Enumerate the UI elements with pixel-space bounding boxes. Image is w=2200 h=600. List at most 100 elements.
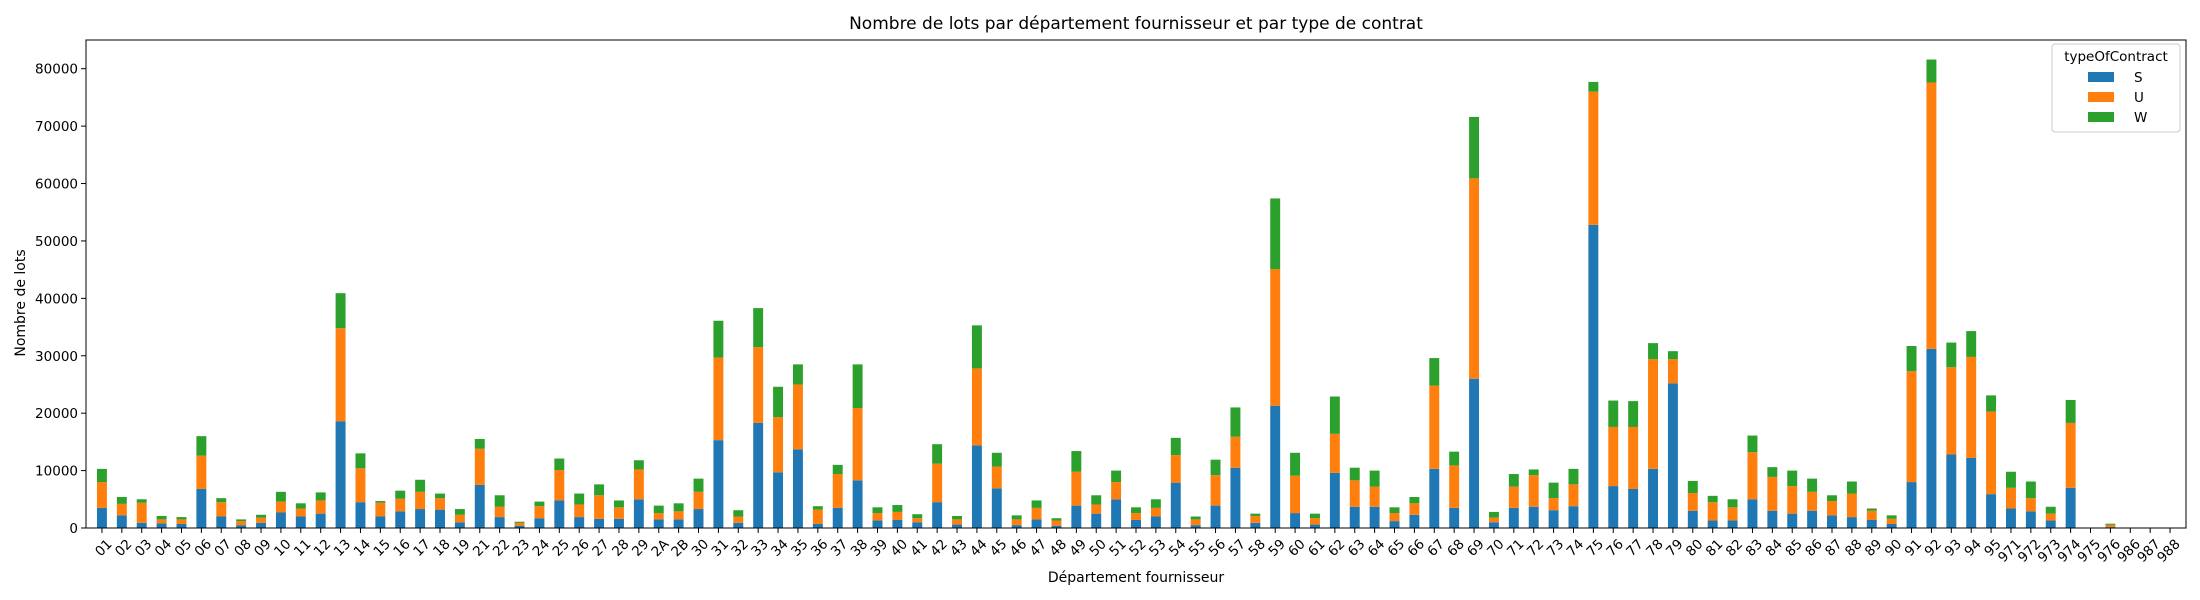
bar-S-49: [1071, 505, 1082, 528]
bar-U-50: [1091, 504, 1102, 514]
bar-U-32: [733, 516, 744, 523]
bar-U-68: [1449, 465, 1460, 508]
bar-S-09: [256, 522, 266, 528]
bar-W-77: [1628, 401, 1639, 427]
bar-W-45: [991, 452, 1002, 467]
bar-W-70: [1488, 511, 1499, 518]
bar-S-15: [375, 516, 386, 528]
bar-U-63: [1349, 480, 1360, 507]
bar-W-85: [1787, 470, 1798, 487]
bar-W-27: [594, 484, 605, 496]
bar-W-18: [435, 493, 445, 499]
bar-S-50: [1091, 513, 1102, 528]
bar-S-08: [236, 525, 247, 528]
bar-U-35: [792, 384, 803, 450]
legend-title: typeOfContract: [2064, 49, 2168, 65]
y-tick-label: 70000: [35, 119, 78, 135]
bar-W-84: [1767, 467, 1778, 477]
bar-U-57: [1230, 436, 1241, 468]
bar-U-972: [2025, 498, 2036, 512]
bar-U-69: [1469, 178, 1480, 379]
bar-S-86: [1807, 510, 1818, 528]
bar-W-14: [355, 453, 366, 469]
bar-U-2B: [673, 511, 684, 520]
bar-W-48: [1051, 518, 1062, 521]
bar-W-43: [952, 515, 962, 520]
bar-W-35: [792, 364, 803, 385]
bar-U-26: [574, 504, 585, 518]
bar-S-62: [1329, 472, 1340, 528]
bar-S-58: [1250, 522, 1261, 528]
bar-U-77: [1628, 426, 1639, 489]
bar-S-92: [1926, 348, 1937, 528]
bar-U-47: [1031, 507, 1042, 520]
bar-W-54: [1170, 437, 1181, 456]
bar-S-12: [315, 513, 326, 528]
bar-S-42: [932, 502, 943, 528]
bar-S-28: [614, 518, 624, 528]
bar-W-72: [1528, 469, 1539, 476]
bar-S-93: [1946, 454, 1957, 528]
bar-U-70: [1488, 517, 1499, 523]
bar-U-42: [932, 463, 943, 503]
bar-S-03: [136, 522, 147, 528]
y-tick-label: 80000: [35, 62, 78, 78]
bar-S-76: [1608, 486, 1619, 528]
bar-W-93: [1946, 342, 1957, 368]
bar-U-28: [614, 507, 624, 519]
bar-U-18: [435, 498, 445, 510]
bar-S-59: [1270, 405, 1281, 528]
bar-U-87: [1827, 501, 1837, 516]
bar-S-17: [415, 509, 426, 528]
bar-U-81: [1707, 502, 1718, 521]
bar-U-36: [812, 509, 823, 524]
bar-U-76: [1608, 426, 1619, 487]
bar-U-973: [2045, 513, 2056, 521]
bar-U-58: [1250, 515, 1261, 523]
bar-U-09: [256, 517, 266, 523]
bar-S-67: [1429, 468, 1440, 528]
bar-W-05: [176, 517, 187, 520]
bar-S-36: [812, 523, 823, 528]
y-tick-label: 30000: [35, 349, 78, 365]
bar-S-46: [1011, 525, 1022, 528]
bar-U-72: [1528, 475, 1539, 507]
bar-U-74: [1568, 484, 1579, 507]
bar-W-58: [1250, 513, 1261, 516]
bar-S-69: [1469, 378, 1480, 528]
bar-W-33: [753, 308, 764, 348]
bar-W-2A: [653, 505, 664, 514]
bar-S-34: [773, 472, 784, 528]
bar-U-71: [1508, 486, 1519, 508]
bar-S-60: [1290, 513, 1301, 528]
bar-U-971: [2006, 487, 2016, 509]
bar-S-40: [892, 519, 903, 528]
bar-W-73: [1548, 482, 1559, 499]
bar-W-65: [1389, 507, 1400, 514]
bar-S-38: [852, 480, 863, 528]
bar-S-74: [1568, 506, 1579, 528]
legend-box: [2051, 43, 2181, 133]
legend-label-W: W: [2134, 110, 2147, 126]
bar-S-10: [275, 512, 286, 528]
bar-S-18: [435, 509, 445, 528]
bar-U-89: [1866, 510, 1877, 520]
bar-W-62: [1329, 396, 1340, 434]
bar-U-75: [1588, 91, 1599, 225]
bar-U-94: [1966, 356, 1977, 458]
bar-U-21: [474, 448, 485, 485]
bar-W-972: [2025, 481, 2036, 499]
bar-W-10: [275, 491, 286, 502]
bar-W-32: [733, 510, 744, 517]
y-tick-label: 20000: [35, 406, 78, 422]
bar-W-976: [2105, 523, 2116, 525]
bar-S-972: [2025, 511, 2036, 528]
bar-U-55: [1190, 519, 1201, 526]
bar-U-03: [136, 502, 147, 523]
bar-W-71: [1508, 474, 1519, 487]
bar-S-64: [1369, 506, 1380, 528]
bar-W-61: [1310, 513, 1320, 519]
bar-S-24: [534, 518, 545, 528]
bar-W-80: [1687, 480, 1698, 493]
x-axis-title: Département fournisseur: [1048, 570, 1224, 586]
